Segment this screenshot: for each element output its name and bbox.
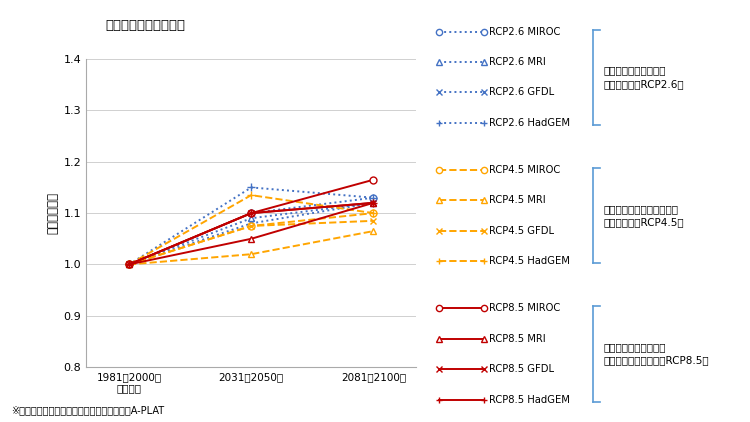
Text: RCP4.5 MIROC: RCP4.5 MIROC [489, 165, 560, 175]
Text: 一定程度の気候変動対策を
取った場合（RCP4.5）: 一定程度の気候変動対策を 取った場合（RCP4.5） [604, 204, 684, 227]
Text: RCP2.6 GFDL: RCP2.6 GFDL [489, 87, 554, 97]
Text: RCP8.5 MIROC: RCP8.5 MIROC [489, 303, 560, 314]
Text: RCP8.5 MRI: RCP8.5 MRI [489, 334, 545, 344]
Text: RCP2.6 HadGEM: RCP2.6 HadGEM [489, 118, 570, 128]
Text: RCP4.5 GFDL: RCP4.5 GFDL [489, 226, 554, 236]
Text: RCP4.5 MRI: RCP4.5 MRI [489, 195, 545, 206]
Text: RCP8.5 HadGEM: RCP8.5 HadGEM [489, 395, 570, 405]
Y-axis label: 相対値（倍）: 相対値（倍） [46, 192, 59, 234]
Text: 全国　将来の年降水量: 全国 将来の年降水量 [105, 19, 185, 32]
Text: RCP4.5 HadGEM: RCP4.5 HadGEM [489, 256, 570, 266]
Text: 有効な気候変動対策が
取られなかった場合（RCP8.5）: 有効な気候変動対策が 取られなかった場合（RCP8.5） [604, 343, 709, 365]
Text: 厳しい気候変動対策を
取った場合（RCP2.6）: 厳しい気候変動対策を 取った場合（RCP2.6） [604, 66, 684, 89]
Text: RCP2.6 MIROC: RCP2.6 MIROC [489, 27, 560, 37]
Text: RCP2.6 MRI: RCP2.6 MRI [489, 57, 546, 67]
Text: ※出典　気候変動適応情報プラットフォームA-PLAT: ※出典 気候変動適応情報プラットフォームA-PLAT [11, 406, 164, 416]
Text: RCP8.5 GFDL: RCP8.5 GFDL [489, 364, 554, 374]
